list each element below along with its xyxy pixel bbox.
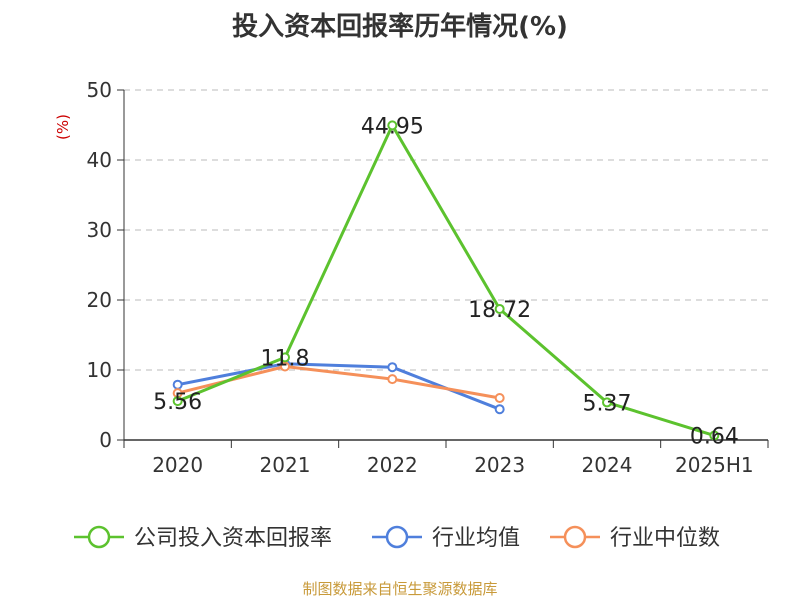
series-line-0 xyxy=(177,123,715,437)
x-tick-label-2022: 2022 xyxy=(367,453,418,477)
grid-lines xyxy=(124,89,768,371)
series-point-0-0 xyxy=(172,396,183,407)
series-group xyxy=(172,120,720,441)
series-point-0-5 xyxy=(709,430,720,441)
series-point-2-3 xyxy=(494,393,505,403)
series-point-0-4 xyxy=(602,397,612,408)
chart-title: 投入资本回报率历年情况(%) xyxy=(232,12,568,42)
legend-item-0[interactable]: 公司投入资本回报率 xyxy=(74,525,332,551)
legend-label-2: 行业中位数 xyxy=(610,526,720,551)
series-point-0-1 xyxy=(280,352,290,363)
x-tick-labels: 2020 2021 2022 2023 2024 2025H1 xyxy=(152,453,753,477)
data-label-3: 18.72 xyxy=(468,298,531,323)
data-labels: 5.56 11.8 44.95 18.72 5.37 0.64 xyxy=(153,114,739,449)
legend-marker-0 xyxy=(87,525,111,549)
y-tick-label-10: 10 xyxy=(87,358,112,382)
y-tick-labels: 0 10 20 30 40 50 xyxy=(87,78,112,452)
series-point-0-2 xyxy=(387,120,398,131)
data-source-note: 制图数据来自恒生聚源数据库 xyxy=(302,580,498,598)
x-tick-label-2023: 2023 xyxy=(474,453,525,477)
y-tick-label-50: 50 xyxy=(87,78,112,102)
legend-item-1[interactable]: 行业均值 xyxy=(372,525,520,551)
legend-marker-1 xyxy=(385,525,409,549)
series-point-1-2 xyxy=(387,362,398,373)
data-label-0: 5.56 xyxy=(153,390,202,415)
series-point-2-2 xyxy=(387,374,398,385)
data-label-5: 0.64 xyxy=(690,425,739,450)
data-label-4: 5.37 xyxy=(583,391,632,416)
y-tick-label-30: 30 xyxy=(87,218,112,242)
y-tick-label-20: 20 xyxy=(87,288,112,312)
x-tick-label-2021: 2021 xyxy=(260,453,311,477)
legend-item-2[interactable]: 行业中位数 xyxy=(550,525,720,551)
series-point-1-3 xyxy=(494,404,505,415)
x-tick-label-2024: 2024 xyxy=(582,453,633,477)
x-tick-label-2025H1: 2025H1 xyxy=(675,453,754,477)
series-point-1-0 xyxy=(172,379,183,390)
series-point-2-1 xyxy=(280,361,290,372)
data-label-1: 11.8 xyxy=(261,346,310,371)
legend-label-0: 公司投入资本回报率 xyxy=(134,526,332,551)
series-point-0-3 xyxy=(494,303,505,314)
axes xyxy=(117,89,769,448)
legend-marker-2 xyxy=(563,525,587,549)
legend[interactable]: 公司投入资本回报率 行业均值 行业中位数 xyxy=(74,525,720,551)
legend-label-1: 行业均值 xyxy=(432,526,520,551)
y-tick-label-40: 40 xyxy=(87,148,112,172)
x-tick-label-2020: 2020 xyxy=(152,453,203,477)
y-tick-label-0: 0 xyxy=(99,428,112,452)
y-axis-label: (%) xyxy=(54,114,72,140)
series-line-1 xyxy=(177,362,501,411)
data-label-2: 44.95 xyxy=(361,114,424,139)
